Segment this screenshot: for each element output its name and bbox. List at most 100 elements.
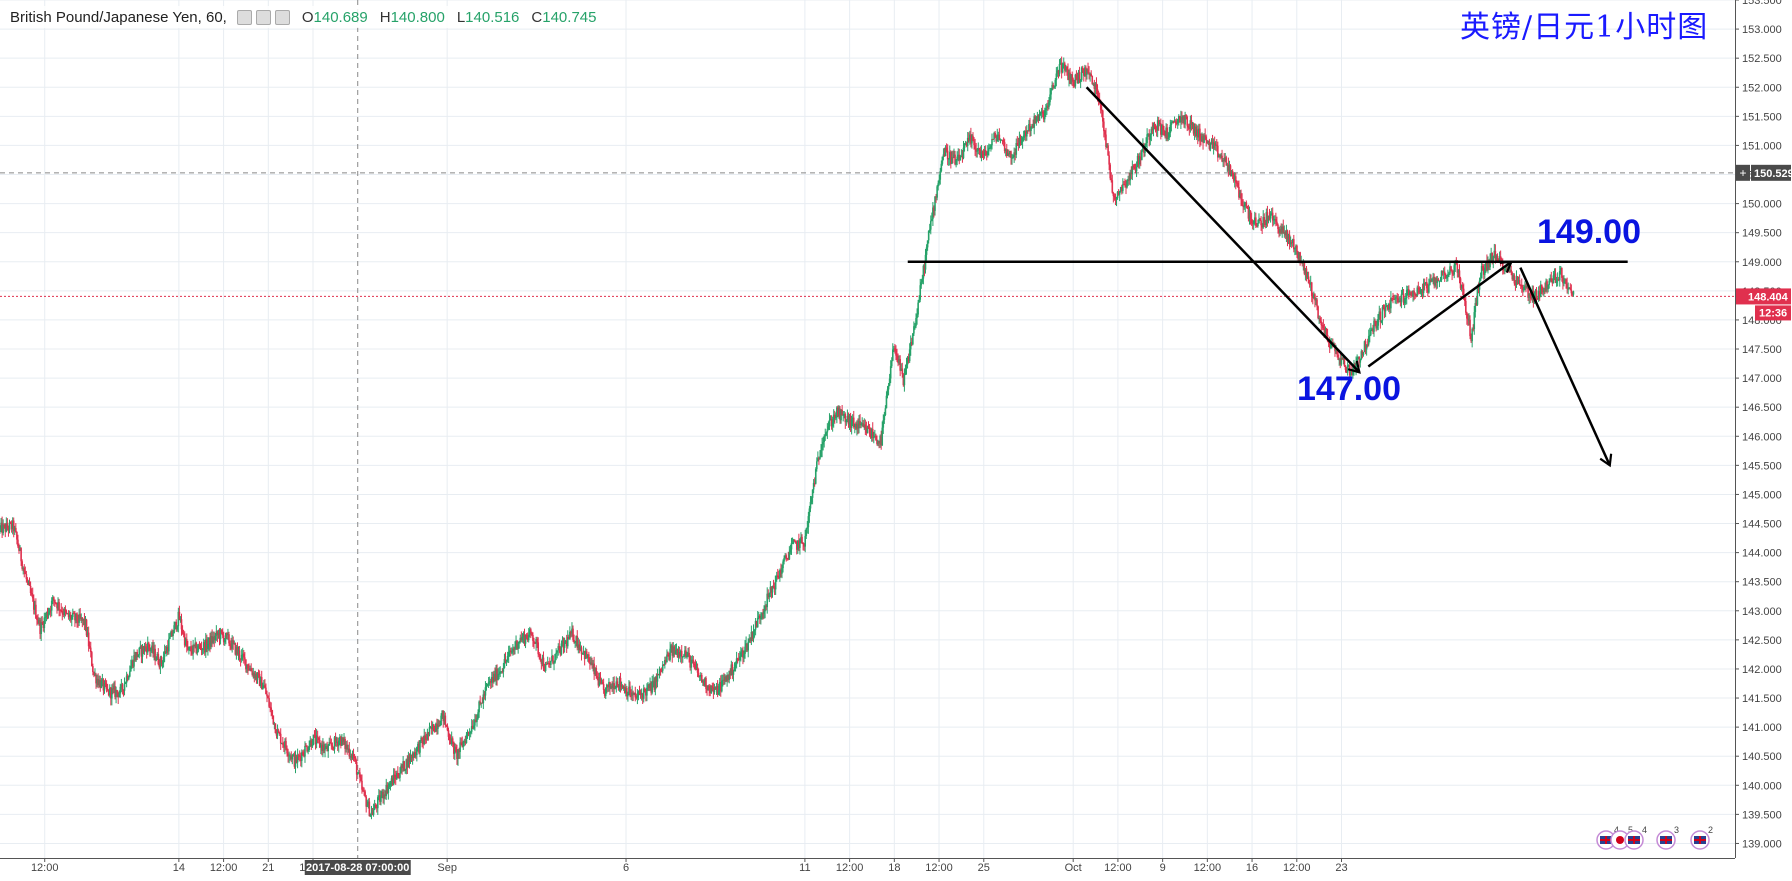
candle-up [1253,211,1256,226]
candle-up [508,645,511,657]
candle-up [1189,115,1192,133]
candle-up [1195,124,1198,141]
hide-icon[interactable] [255,9,271,25]
candle-up [207,637,209,656]
candle-down [1137,153,1140,169]
candle-up [1116,190,1119,200]
candle-up [1318,315,1320,325]
candle-up [748,634,751,643]
time-axis[interactable]: 12:001412:002112:00Sep61112:001812:0025O… [0,858,1792,876]
candle-up [906,355,909,369]
candle-up [699,672,702,681]
candle-down [1112,191,1115,203]
candle-down [617,684,620,691]
uk-flag-icon-2[interactable]: 4 [1624,825,1647,850]
candle-up [955,158,957,168]
candle-up [1304,267,1307,281]
uk-flag-icon-4[interactable]: 2 [1690,825,1713,850]
uk-flag-icon-1[interactable]: 4 [1596,825,1619,850]
candle-up [1012,154,1014,159]
candle-up [1035,116,1038,126]
candle-down [1565,278,1567,289]
candle-up [1089,72,1091,82]
candle-down [1382,304,1385,310]
candle-up [1534,288,1537,299]
candle-down [1237,180,1239,189]
candle-up [1210,138,1213,145]
candle-down [572,625,574,642]
candle-down [945,143,948,153]
candle-up [177,607,180,633]
candle-down [1213,136,1216,151]
jp-flag-icon[interactable]: 5 [1610,825,1633,850]
close-icon[interactable] [274,9,290,25]
candle-up [1543,287,1545,297]
candle-down [562,637,565,654]
candle-up [261,682,264,690]
candle-down [432,723,435,732]
candle-up [307,746,309,755]
candle-up [1007,149,1009,157]
candle-down [1200,133,1202,146]
candle-down [211,629,213,648]
candle-up [499,666,502,678]
candle-up [932,202,934,226]
candle-up [675,643,678,655]
candle-down [221,628,224,639]
candle-up [521,633,524,643]
candle-down [7,525,10,537]
candle-down [1408,285,1410,300]
candle-up [304,741,306,763]
candle-up [1177,114,1180,126]
candle-up [47,607,50,619]
candle-up [1274,215,1276,225]
trend-arrow-1[interactable] [1085,86,1361,374]
candle-up [188,646,190,655]
candle-down [467,731,470,737]
trend-arrow-3[interactable] [1519,267,1613,468]
candle-down [4,523,7,538]
candle-up [964,140,967,146]
settings-icon[interactable] [236,9,252,25]
candle-up [695,661,698,671]
candle-up [904,364,907,376]
candle-up [1269,211,1272,223]
candle-down [1208,138,1211,151]
candle-up [347,744,350,753]
candle-up [842,410,844,422]
candle-down [238,645,241,662]
crosshair-plus-button[interactable] [1736,164,1750,181]
candle-down [316,730,319,744]
candle-down [1236,180,1238,187]
candle-down [1227,157,1230,177]
trend-arrow-2[interactable] [1367,260,1514,368]
candle-up [288,751,290,764]
candle-up [771,585,774,598]
candle-up [1428,278,1430,294]
candle-up [515,635,517,650]
price-axis[interactable]: 139.000139.500140.000140.500141.000141.5… [1735,0,1792,876]
candle-up [80,613,83,624]
candle-up [1243,201,1246,210]
candle-down [1186,115,1189,132]
candle-up [581,652,584,655]
trend-drawings[interactable] [907,86,1628,468]
candle-down [1413,287,1415,301]
candle-down [867,421,870,430]
candle-up [912,332,914,346]
candle-up [240,649,243,663]
uk-flag-icon-3[interactable]: 3 [1656,825,1679,850]
candle-up [814,467,817,485]
candle-down [1263,213,1266,228]
candle-down [260,670,263,690]
candle-up [827,421,830,431]
candle-down [1433,273,1435,289]
candle-down [1157,116,1160,131]
candle-down [770,586,773,599]
candle-down [1542,286,1544,296]
candle-up [241,647,244,661]
candle-up [1036,111,1039,122]
